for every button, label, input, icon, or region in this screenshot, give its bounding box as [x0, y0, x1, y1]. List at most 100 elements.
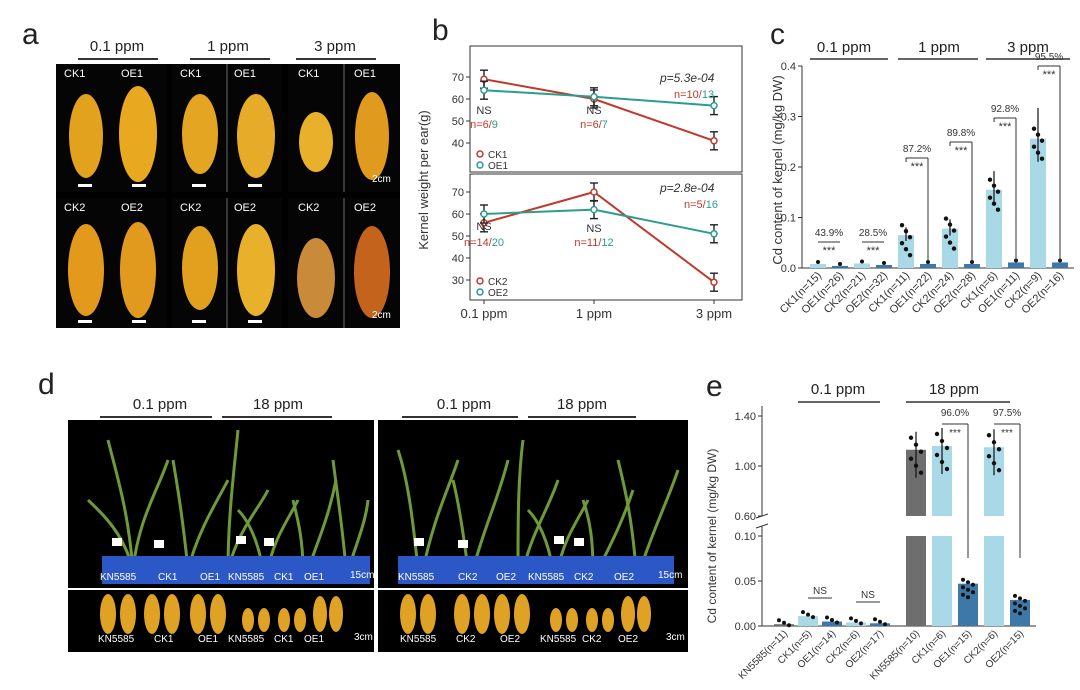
data-dot [806, 612, 810, 617]
significance-stars: *** [911, 161, 925, 173]
panel-a-group-2: 3 ppm [314, 38, 356, 55]
data-dot [961, 577, 965, 582]
panel-a-group-0: 0.1 ppm [89, 38, 145, 55]
data-dot [908, 435, 914, 440]
ear-label: CK1 [298, 68, 320, 80]
ear-label: CK2 [180, 202, 202, 214]
plant-label: CK1 [154, 634, 174, 645]
data-point [590, 93, 598, 101]
panel-d-group: 18 ppm [556, 396, 608, 413]
scale-label: 3cm [354, 632, 373, 643]
panel-c-group: 1 ppm [918, 39, 960, 56]
data-dot [854, 618, 858, 623]
data-dot [991, 440, 997, 445]
significance-stars: *** [999, 121, 1013, 133]
y-tick-label: 0.2 [781, 162, 796, 174]
data-dot [1023, 598, 1027, 603]
panel-b-top-frame [469, 45, 743, 173]
corn-ear-illustration [182, 64, 275, 192]
data-dot [878, 619, 882, 624]
data-dot [1023, 606, 1027, 611]
ear-photo: CK2 OE2 [56, 198, 166, 328]
corn-ear-illustration [182, 198, 275, 328]
plant-label: OE1 [304, 634, 325, 645]
data-point [590, 188, 598, 196]
data-dot [787, 623, 791, 628]
y-tick-label: 1.40 [735, 411, 756, 423]
data-dot [1018, 603, 1022, 608]
bar [798, 616, 818, 626]
corn-ear-illustration [299, 64, 389, 192]
plant-label: KN5585 [400, 634, 437, 645]
data-dot [859, 621, 863, 626]
panel-d-letter: d [38, 368, 55, 401]
plant-label: OE2 [496, 572, 517, 583]
bar-lower [984, 536, 1004, 626]
data-dot [966, 587, 970, 592]
plant-label: CK2 [582, 634, 602, 645]
data-dot [860, 259, 864, 264]
data-dot [838, 261, 842, 266]
panel-b-bottom-frame [469, 173, 743, 301]
data-dot [816, 259, 820, 264]
data-dot [830, 618, 834, 622]
svg-text:30: 30 [452, 275, 464, 287]
ear-label: OE1 [234, 68, 257, 80]
scale-label: 2cm [372, 310, 391, 321]
panel-a-photo-grid: CK1 OE1 CK1 OE1 CK1 OE1 2cm CK2 OE2 [56, 64, 400, 328]
data-dot [987, 177, 993, 182]
significance-stars: *** [1001, 428, 1013, 439]
ns-label: NS [861, 590, 875, 601]
ears-illustration [100, 594, 343, 634]
panel-d-group-line [528, 416, 636, 418]
data-dot [991, 461, 997, 466]
panel-b-top-legend-ck: CK1 [488, 150, 508, 161]
ear-label: CK1 [180, 68, 202, 80]
bar [920, 263, 936, 268]
plant-label: OE1 [200, 572, 221, 583]
significance-stars: *** [1043, 69, 1057, 81]
data-dot [944, 445, 950, 451]
data-dot [777, 618, 781, 623]
panel-b-xtick: 0.1 ppm [461, 306, 508, 321]
data-dot [913, 442, 919, 447]
ear-label: OE1 [354, 68, 377, 80]
plants-photo-right: KN5585 CK2 OE2 KN5585 CK2 OE2 15cm [378, 420, 688, 588]
panel-b-top-n2: n=6/7 [580, 119, 608, 131]
data-dot [971, 590, 975, 595]
corn-ear-illustration [69, 86, 157, 182]
bar [854, 263, 870, 268]
data-dot [782, 620, 786, 625]
panel-b-bottom-ns1: NS [476, 221, 491, 233]
data-dot [995, 207, 1001, 212]
data-dot [991, 183, 997, 188]
panel-a-group-1: 1 ppm [207, 38, 249, 55]
panel-a-group-line [190, 58, 270, 60]
panel-b-letter: b [432, 14, 449, 47]
ear-label: OE2 [354, 202, 377, 214]
data-dot [961, 585, 965, 590]
data-point [710, 278, 718, 286]
percent-label: 43.9% [815, 228, 843, 239]
percent-label: 95.5% [1035, 52, 1063, 63]
data-point [710, 137, 718, 145]
data-dot [934, 452, 940, 458]
plant-label: OE2 [500, 634, 521, 645]
data-dot [939, 438, 945, 444]
y-tick-label: 0.00 [735, 621, 756, 633]
plant-label: CK2 [574, 572, 594, 583]
ear-label: CK2 [298, 202, 320, 214]
ears-photo-left: KN5585 CK1 OE1 KN5585 CK1 OE1 3cm [68, 590, 374, 652]
bar-upper [932, 446, 952, 516]
panel-e-letter: e [706, 370, 723, 403]
data-dot [1031, 126, 1037, 131]
panel-d-group: 0.1 ppm [436, 396, 492, 413]
plant-label: CK1 [274, 634, 294, 645]
panel-b-bottom-legend-ck: CK2 [488, 277, 508, 288]
plant-label: CK2 [456, 634, 476, 645]
panel-a-group-line [78, 58, 158, 60]
data-dot [918, 470, 924, 475]
bar-upper [984, 447, 1004, 516]
ear-photo: CK2 OE2 [172, 198, 282, 328]
significance-stars: *** [823, 245, 837, 257]
